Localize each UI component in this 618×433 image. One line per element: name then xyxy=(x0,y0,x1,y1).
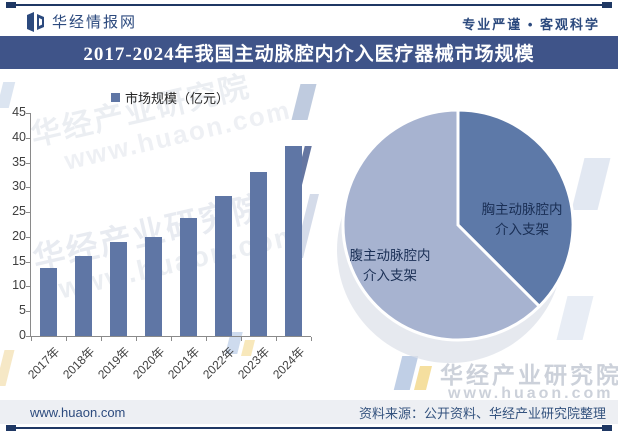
x-tick-mark xyxy=(136,337,137,341)
y-tick-label: 45 xyxy=(12,105,26,119)
bar-column xyxy=(171,113,206,336)
bar-column xyxy=(101,113,136,336)
bar-2023年 xyxy=(250,172,267,336)
y-tick-mark xyxy=(26,162,30,164)
y-tick-label: 40 xyxy=(12,129,26,144)
y-tick-label: 20 xyxy=(12,228,26,243)
y-tick-label: 25 xyxy=(12,204,26,219)
brand-name: 华经情报网 xyxy=(52,14,138,31)
pie-chart xyxy=(337,108,575,363)
bar-column xyxy=(31,113,66,336)
y-tick-mark xyxy=(26,212,30,214)
bars xyxy=(31,113,311,336)
bar-2021年 xyxy=(180,217,197,336)
brand: 华经情报网 xyxy=(26,11,137,32)
footer: www.huaon.com 资料来源：公开资料、华经产业研究院整理 xyxy=(0,400,618,424)
huajing-logo-icon xyxy=(27,11,44,32)
y-tick-label: 0 xyxy=(19,328,26,342)
y-tick-mark xyxy=(26,113,30,114)
pie-slice xyxy=(456,108,575,309)
legend-swatch xyxy=(110,93,120,102)
bar-plot-area xyxy=(26,113,312,341)
legend-label: 市场规模（亿元） xyxy=(124,91,229,106)
y-tick-label: 10 xyxy=(12,278,26,293)
y-tick-mark xyxy=(26,236,30,238)
x-tick-mark xyxy=(276,337,277,341)
x-tick-mark xyxy=(241,337,242,341)
y-tick-mark xyxy=(26,187,30,189)
title-bar: 2017-2024年我国主动脉腔内介入医疗器械市场规模 xyxy=(0,36,618,69)
chart-legend: 市场规模（亿元） xyxy=(30,88,310,107)
bar-column xyxy=(66,113,101,336)
rule-endcap xyxy=(6,2,16,8)
x-tick-mark xyxy=(206,337,207,341)
x-tick-mark xyxy=(31,337,32,341)
rule-endcap xyxy=(602,425,612,431)
header: 华经情报网 专业严谨 • 客观科学 xyxy=(0,8,618,36)
y-tick-label: 35 xyxy=(12,154,26,169)
bar-2022年 xyxy=(215,195,232,336)
watermark-text: www.huaon.com xyxy=(448,385,614,402)
bar-column xyxy=(136,113,171,336)
bar-2017年 xyxy=(40,268,57,336)
header-slogan: 专业严谨 • 客观科学 xyxy=(462,17,600,32)
bar-2024年 xyxy=(285,146,302,336)
y-tick-label: 30 xyxy=(12,179,26,194)
watermark-text: 华经产业研究院 xyxy=(440,362,618,388)
pie-slice xyxy=(341,108,542,342)
bar-column xyxy=(241,113,276,336)
footer-source: 资料来源：公开资料、华经产业研究院整理 xyxy=(358,405,606,421)
rule-endcap xyxy=(6,425,16,431)
y-tick-mark xyxy=(26,336,30,337)
y-tick-label: 5 xyxy=(19,303,26,318)
bottom-rule xyxy=(6,425,612,431)
top-rule xyxy=(6,2,612,8)
bar-column xyxy=(276,113,311,336)
bar-chart: 市场规模（亿元） 0 5 10 15 20 25 30 35 40 45 2017年 2018年 20… xyxy=(10,78,312,388)
page-title: 2017-2024年我国主动脉腔内介入医疗器械市场规模 xyxy=(83,44,535,65)
y-tick-label: 15 xyxy=(12,253,26,268)
bar-column xyxy=(206,113,241,336)
y-tick-mark xyxy=(26,311,30,313)
x-tick-mark xyxy=(311,337,312,341)
y-tick-mark xyxy=(26,286,30,288)
bar-2020年 xyxy=(145,237,162,336)
y-tick-mark xyxy=(26,261,30,263)
bar-2019年 xyxy=(110,242,127,336)
watermark-logo-shape xyxy=(414,366,432,390)
rule-endcap xyxy=(602,2,612,8)
bar-2018年 xyxy=(75,255,92,336)
pie-label-thoracic: 胸主动脉腔内介入支架 xyxy=(481,202,563,237)
pie-label-abdominal: 腹主动脉腔内介入支架 xyxy=(349,248,431,283)
x-tick-mark xyxy=(66,337,67,341)
footer-website: www.huaon.com xyxy=(30,404,126,420)
x-tick-mark xyxy=(101,337,102,341)
y-tick-mark xyxy=(26,137,30,139)
x-tick-mark xyxy=(171,337,172,341)
